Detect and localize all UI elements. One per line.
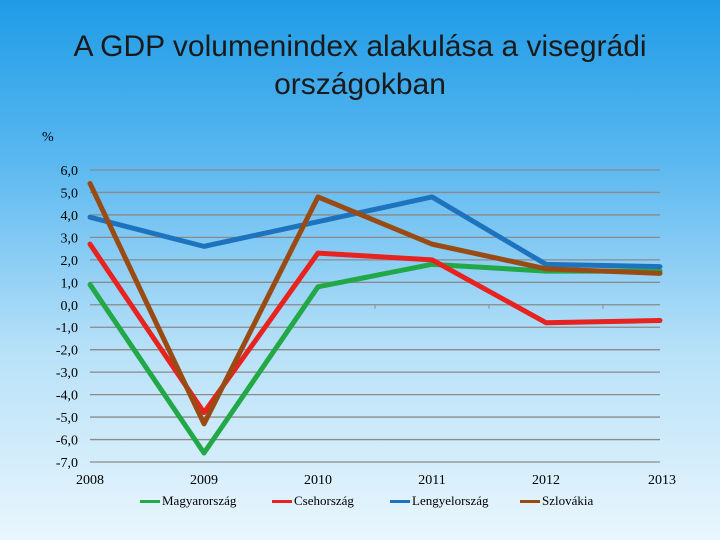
legend-item: Magyarország — [140, 493, 236, 509]
x-tick-label: 2009 — [190, 473, 218, 488]
legend-label: Lengyelország — [412, 493, 489, 508]
x-tick-label: 2011 — [418, 473, 445, 488]
x-tick-label: 2012 — [532, 473, 560, 488]
legend-item: Csehország — [272, 493, 354, 509]
chart-title-line-2: országokban — [274, 68, 446, 101]
y-tick-label: -7,0 — [56, 456, 78, 471]
y-tick-label: 2,0 — [61, 254, 79, 269]
legend-swatch — [140, 499, 160, 503]
y-tick-label: 3,0 — [61, 231, 79, 246]
y-tick-label: 0,0 — [61, 299, 79, 314]
y-axis-unit-label: % — [42, 130, 54, 145]
gridlines — [90, 169, 660, 463]
y-tick-label: 5,0 — [61, 186, 79, 201]
y-tick-label: 4,0 — [61, 209, 79, 224]
legend-swatch — [390, 499, 410, 503]
chart-title: A GDP volumenindex alakulása a visegrádi… — [0, 28, 720, 104]
series-line-lengyelorsz-g — [87, 194, 663, 270]
chart-title-line-1: A GDP volumenindex alakulása a visegrádi — [73, 30, 647, 63]
x-tick-labels: 2008 2009 2010 2011 2012 2013 — [76, 473, 676, 488]
x-tick-label: 2010 — [304, 473, 332, 488]
y-tick-label: -4,0 — [56, 389, 78, 404]
legend-item: Lengyelország — [390, 493, 489, 509]
legend-swatch — [272, 499, 292, 503]
y-tick-label: 1,0 — [61, 276, 79, 291]
legend-label: Szlovákia — [542, 493, 594, 508]
y-tick-label: -5,0 — [56, 411, 78, 426]
y-tick-labels: 6,0 5,0 4,0 3,0 2,0 1,0 0,0 -1,0 -2,0 -3,0 -4,0 -5,… — [56, 164, 78, 471]
x-tick-label: 2008 — [76, 473, 104, 488]
x-tick-label: 2013 — [648, 473, 676, 488]
legend-item: Szlovákia — [520, 493, 593, 509]
y-tick-label: -1,0 — [56, 321, 78, 336]
y-tick-label: -2,0 — [56, 344, 78, 359]
legend-label: Csehország — [294, 493, 354, 508]
series-lines — [87, 180, 663, 456]
legend-swatch — [520, 499, 540, 503]
legend-label: Magyarország — [162, 493, 237, 508]
series-line-szlov-kia — [87, 180, 663, 427]
y-tick-label: -6,0 — [56, 434, 78, 449]
y-tick-label: -3,0 — [56, 366, 78, 381]
y-tick-label: 6,0 — [61, 164, 79, 179]
